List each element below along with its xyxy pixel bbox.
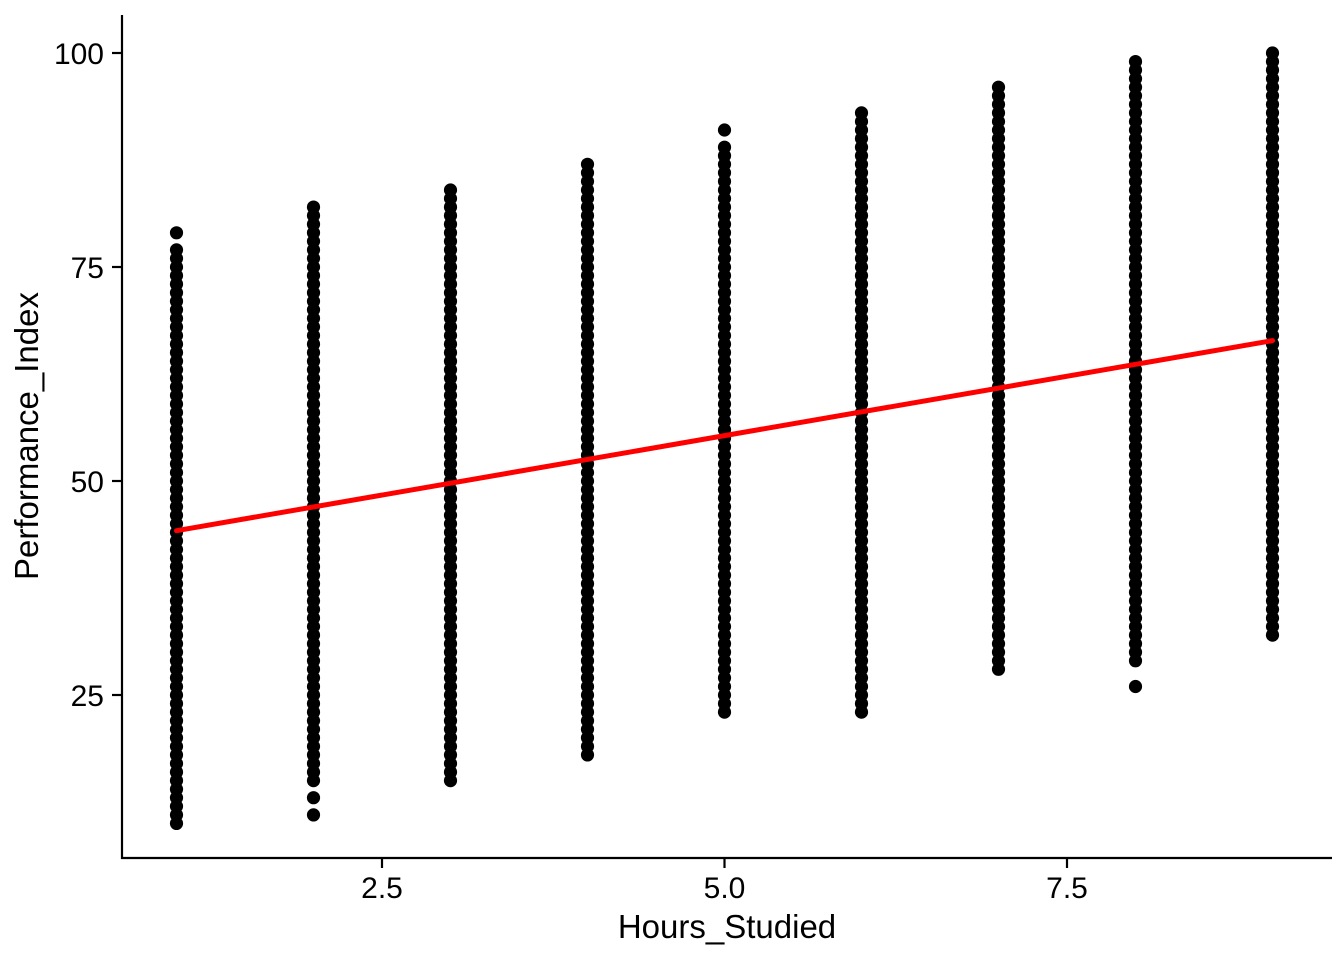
- data-point-column: [306, 200, 321, 822]
- data-point-column: [443, 183, 458, 788]
- x-tick-label: 7.5: [1046, 872, 1088, 905]
- data-point-outlier: [169, 226, 184, 240]
- data-point: [169, 243, 184, 257]
- data-point: [580, 157, 595, 171]
- x-axis-ticks: 2.5 5.0 7.5: [361, 858, 1088, 905]
- data-point: [717, 140, 732, 154]
- x-tick-label: 2.5: [361, 872, 403, 905]
- y-tick-label: 50: [71, 466, 104, 499]
- data-point: [854, 106, 869, 120]
- data-point-column: [1265, 46, 1280, 642]
- x-axis-title: Hours_Studied: [618, 908, 836, 945]
- axis-lines: [120, 15, 1332, 860]
- data-point-column: [717, 123, 732, 719]
- data-point-outlier: [306, 808, 321, 822]
- data-point-column: [1128, 55, 1143, 694]
- y-tick-label: 25: [71, 680, 104, 713]
- data-point-column: [580, 157, 595, 762]
- data-point-outlier: [717, 123, 732, 137]
- data-point: [306, 200, 321, 214]
- data-point-outlier: [1128, 679, 1143, 694]
- data-point: [991, 80, 1006, 94]
- data-point-outlier: [306, 791, 321, 805]
- data-point: [443, 183, 458, 197]
- y-axis-ticks: 25 50 75 100: [54, 38, 122, 713]
- plot-layers: 2.5 5.0 7.5 25 50 75 100: [54, 15, 1332, 905]
- data-point-column: [169, 226, 184, 831]
- x-tick-label: 5.0: [704, 872, 746, 905]
- data-points-layer: [169, 46, 1280, 831]
- y-axis-title: Performance_Index: [8, 292, 45, 580]
- y-tick-label: 75: [71, 252, 104, 285]
- regression-line: [174, 338, 1275, 534]
- y-tick-label: 100: [54, 38, 104, 71]
- data-point-column: [991, 80, 1006, 676]
- data-point: [1265, 46, 1280, 60]
- data-point-column: [854, 106, 869, 719]
- data-point: [1128, 55, 1143, 69]
